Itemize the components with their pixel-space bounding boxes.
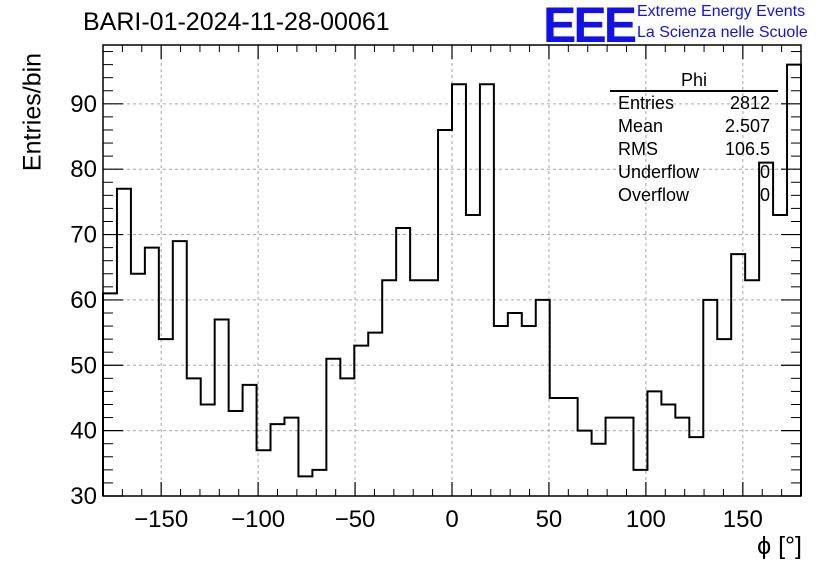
y-axis-label: Entries/bin: [18, 52, 47, 172]
x-axis-label: ϕ [°]: [757, 532, 802, 560]
y-tick-label: 60: [70, 287, 97, 314]
y-tick-label: 90: [70, 91, 97, 118]
x-tick-label: −50: [335, 506, 376, 533]
y-axis-tick-labels: 30 40 50 60 70 80 90: [70, 91, 97, 510]
stats-label: Entries: [618, 93, 675, 113]
stats-value: 0: [759, 185, 770, 205]
x-tick-label: −100: [231, 506, 285, 533]
y-tick-label: 30: [70, 483, 97, 510]
stats-label: Mean: [618, 116, 664, 136]
stats-row-underflow: Underflow 0: [610, 161, 778, 184]
stats-value: 2.507: [724, 116, 770, 136]
x-tick-label: −150: [134, 506, 188, 533]
y-tick-label: 50: [70, 352, 97, 379]
logo-subtitle-2: La Scienza nelle Scuole: [637, 24, 808, 41]
x-tick-label: 50: [536, 506, 563, 533]
chart-title: BARI-01-2024-11-28-00061: [83, 8, 390, 36]
stats-title: Phi: [610, 70, 778, 92]
x-axis-tick-labels: −150 −100 −50 0 50 100 150: [134, 506, 763, 533]
eee-logo: EEE: [543, 0, 637, 53]
stats-row-mean: Mean 2.507: [610, 115, 778, 138]
y-tick-label: 70: [70, 222, 97, 249]
stats-box: Phi Entries 2812 Mean 2.507 RMS 106.5 Un…: [610, 70, 778, 207]
stats-row-entries: Entries 2812: [610, 92, 778, 115]
y-tick-label: 80: [70, 156, 97, 183]
stats-row-rms: RMS 106.5: [610, 138, 778, 161]
stats-value: 2812: [729, 93, 770, 113]
x-tick-label: 0: [445, 506, 458, 533]
stats-label: RMS: [618, 139, 658, 159]
stats-value: 0: [759, 162, 770, 182]
x-tick-label: 100: [626, 506, 666, 533]
stats-value: 106.5: [724, 139, 770, 159]
y-tick-label: 40: [70, 418, 97, 445]
histogram-series: [102, 63, 802, 496]
axis-ticks: [103, 45, 801, 497]
stats-label: Underflow: [618, 162, 700, 182]
x-tick-label: 150: [723, 506, 763, 533]
stats-row-overflow: Overflow 0: [610, 184, 778, 207]
logo-subtitle-1: Extreme Energy Events: [637, 3, 806, 20]
stats-label: Overflow: [618, 185, 690, 205]
